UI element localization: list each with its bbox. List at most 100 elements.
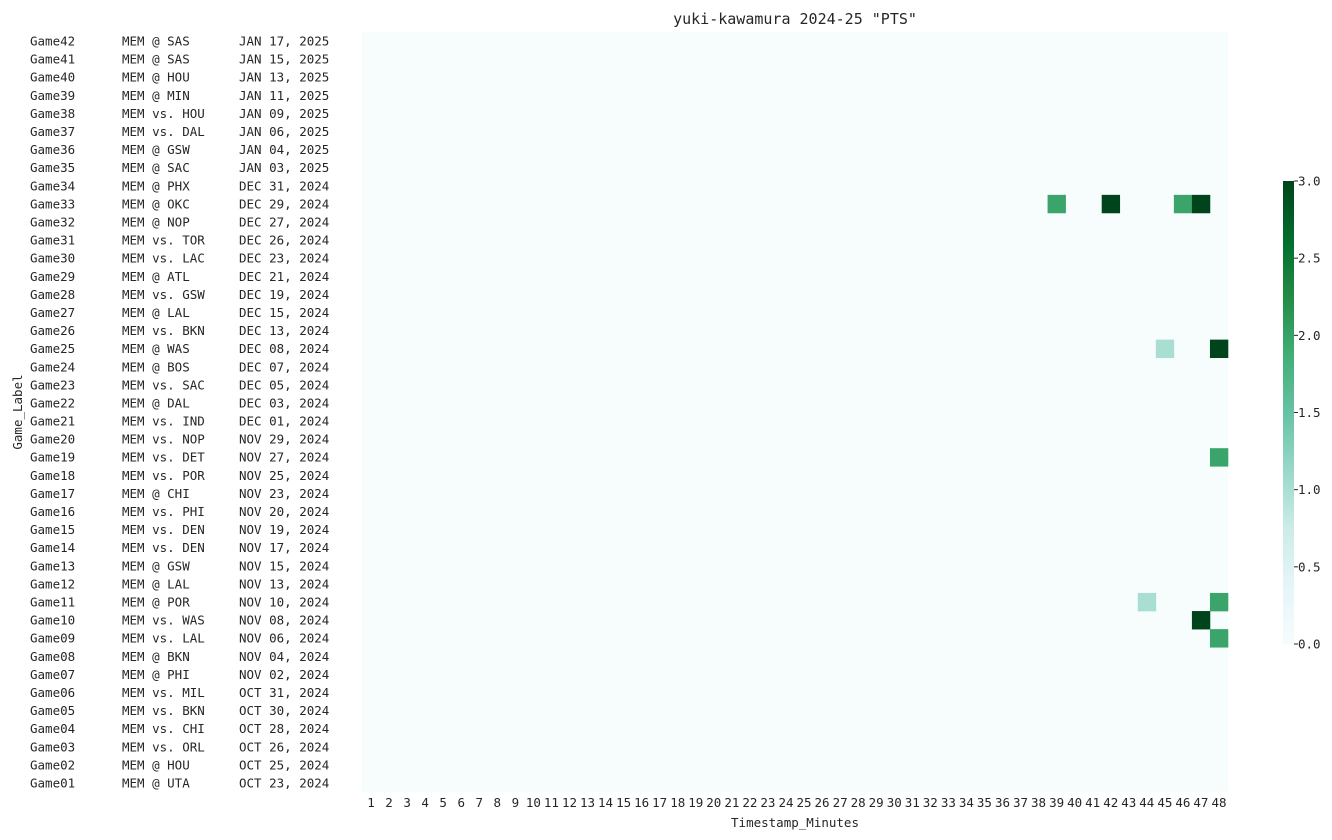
heatmap-cell: [1191, 194, 1211, 214]
y-tick-label: Game21 MEM vs. IND DEC 01, 2024: [30, 414, 329, 429]
x-tick-label: 47: [1193, 795, 1208, 810]
x-tick-label: 7: [476, 795, 484, 810]
x-tick-label: 26: [815, 795, 830, 810]
y-axis-label: Game_Label: [10, 374, 25, 449]
x-tick-label: 41: [1085, 795, 1100, 810]
y-tick-label: Game18 MEM vs. POR NOV 25, 2024: [30, 468, 329, 483]
x-tick-label: 1: [367, 795, 375, 810]
colorbar-tick-label: 1.5: [1298, 405, 1321, 420]
y-tick-label: Game04 MEM vs. CHI OCT 28, 2024: [30, 721, 329, 736]
y-tick-label: Game02 MEM @ HOU OCT 25, 2024: [30, 757, 329, 772]
y-tick-label: Game33 MEM @ OKC DEC 29, 2024: [30, 196, 329, 211]
x-tick-label: 17: [652, 795, 667, 810]
y-tick-label: Game23 MEM vs. SAC DEC 05, 2024: [30, 377, 329, 392]
x-tick-label: 10: [526, 795, 541, 810]
x-tick-label: 39: [1049, 795, 1064, 810]
x-tick-label: 35: [977, 795, 992, 810]
x-axis-label: Timestamp_Minutes: [731, 815, 859, 830]
y-tick-label: Game36 MEM @ GSW JAN 04, 2025: [30, 142, 329, 157]
x-tick-label: 3: [403, 795, 411, 810]
y-tick-label: Game10 MEM vs. WAS NOV 08, 2024: [30, 613, 329, 628]
heatmap-cell: [1209, 629, 1229, 648]
y-tick-label: Game27 MEM @ LAL DEC 15, 2024: [30, 305, 329, 320]
y-tick-label: Game05 MEM vs. BKN OCT 30, 2024: [30, 703, 329, 718]
x-tick-label: 31: [905, 795, 920, 810]
y-tick-label: Game25 MEM @ WAS DEC 08, 2024: [30, 341, 329, 356]
y-tick-label: Game20 MEM vs. NOP NOV 29, 2024: [30, 432, 329, 447]
x-tick-label: 30: [887, 795, 902, 810]
x-tick-label: 32: [923, 795, 938, 810]
y-tick-label: Game15 MEM vs. DEN NOV 19, 2024: [30, 522, 329, 537]
x-tick-label: 8: [494, 795, 502, 810]
x-tick-label: 6: [457, 795, 465, 810]
y-tick-label: Game42 MEM @ SAS JAN 17, 2025: [30, 34, 329, 49]
x-tick-label: 33: [941, 795, 956, 810]
heatmap-cell: [1209, 339, 1229, 359]
y-tick-label: Game39 MEM @ MIN JAN 11, 2025: [30, 88, 329, 103]
x-tick-label: 27: [833, 795, 848, 810]
x-tick-label: 45: [1157, 795, 1172, 810]
x-tick-label: 48: [1211, 795, 1226, 810]
x-tick-label: 40: [1067, 795, 1082, 810]
y-tick-label: Game11 MEM @ POR NOV 10, 2024: [30, 595, 329, 610]
heatmap-background: [362, 32, 1228, 792]
heatmap-cell: [1155, 339, 1175, 359]
y-tick-label: Game40 MEM @ HOU JAN 13, 2025: [30, 70, 329, 85]
x-tick-label: 42: [1103, 795, 1118, 810]
y-tick-label: Game26 MEM vs. BKN DEC 13, 2024: [30, 323, 329, 338]
y-tick-label: Game14 MEM vs. DEN NOV 17, 2024: [30, 540, 329, 555]
x-tick-label: 14: [598, 795, 613, 810]
heatmap-cell: [1191, 611, 1211, 630]
x-tick-label: 36: [995, 795, 1010, 810]
x-tick-label: 11: [544, 795, 559, 810]
y-tick-label: Game24 MEM @ BOS DEC 07, 2024: [30, 359, 329, 374]
x-tick-label: 29: [869, 795, 884, 810]
heatmap-cell: [1047, 194, 1066, 214]
x-tick-label: 24: [778, 795, 793, 810]
heatmap-cell: [1209, 448, 1229, 467]
colorbar-tick-label: 0.5: [1298, 559, 1321, 574]
colorbar-tick-label: 2.0: [1298, 328, 1321, 343]
x-tick-label: 12: [562, 795, 577, 810]
colorbar-tick-labels: 0.0 0.5 1.0 1.5 2.0 2.5 3.0: [1294, 174, 1321, 652]
x-tick-label: 22: [742, 795, 757, 810]
colorbar-tick-label: 3.0: [1298, 174, 1321, 189]
x-tick-label: 4: [421, 795, 429, 810]
x-tick-label: 46: [1175, 795, 1190, 810]
y-tick-label: Game17 MEM @ CHI NOV 23, 2024: [30, 486, 329, 501]
colorbar-tick-label: 0.0: [1298, 637, 1321, 652]
y-tick-label: Game34 MEM @ PHX DEC 31, 2024: [30, 178, 329, 193]
y-tick-label: Game19 MEM vs. DET NOV 27, 2024: [30, 450, 329, 465]
y-tick-label: Game38 MEM vs. HOU JAN 09, 2025: [30, 106, 329, 121]
y-tick-label: Game32 MEM @ NOP DEC 27, 2024: [30, 215, 329, 230]
x-tick-label: 37: [1013, 795, 1028, 810]
chart-title: yuki-kawamura 2024-25 "PTS": [673, 10, 917, 28]
colorbar-tick-label: 2.5: [1298, 251, 1321, 266]
x-tick-label: 16: [634, 795, 649, 810]
x-tick-label: 43: [1121, 795, 1136, 810]
y-tick-label: Game30 MEM vs. LAC DEC 23, 2024: [30, 251, 329, 266]
x-tick-label: 23: [760, 795, 775, 810]
x-tick-label: 44: [1139, 795, 1154, 810]
x-tick-label: 13: [580, 795, 595, 810]
heatmap-grid: [362, 32, 1229, 792]
x-tick-label: 25: [796, 795, 811, 810]
y-tick-label: Game07 MEM @ PHI NOV 02, 2024: [30, 667, 329, 682]
x-tick-label: 5: [439, 795, 447, 810]
y-tick-label: Game28 MEM vs. GSW DEC 19, 2024: [30, 287, 329, 302]
y-tick-label: Game16 MEM vs. PHI NOV 20, 2024: [30, 504, 329, 519]
y-tick-label: Game35 MEM @ SAC JAN 03, 2025: [30, 160, 329, 175]
y-tick-label: Game41 MEM @ SAS JAN 15, 2025: [30, 52, 329, 67]
x-tick-label: 9: [512, 795, 520, 810]
heatmap-cell: [1137, 592, 1157, 612]
x-tick-label: 19: [688, 795, 703, 810]
x-tick-label: 20: [706, 795, 721, 810]
x-tick-labels: 1 2 3 4 5 6 7 8 9 10 11 12 13 14 15 16 17 18 19 20 21 22 23 24 2…: [367, 795, 1226, 810]
colorbar: [1283, 181, 1294, 644]
y-tick-label: Game03 MEM vs. ORL OCT 26, 2024: [30, 739, 329, 754]
x-tick-label: 38: [1031, 795, 1046, 810]
heatmap-cell: [1101, 194, 1121, 214]
y-tick-label: Game12 MEM @ LAL NOV 13, 2024: [30, 576, 329, 591]
x-tick-label: 15: [616, 795, 631, 810]
